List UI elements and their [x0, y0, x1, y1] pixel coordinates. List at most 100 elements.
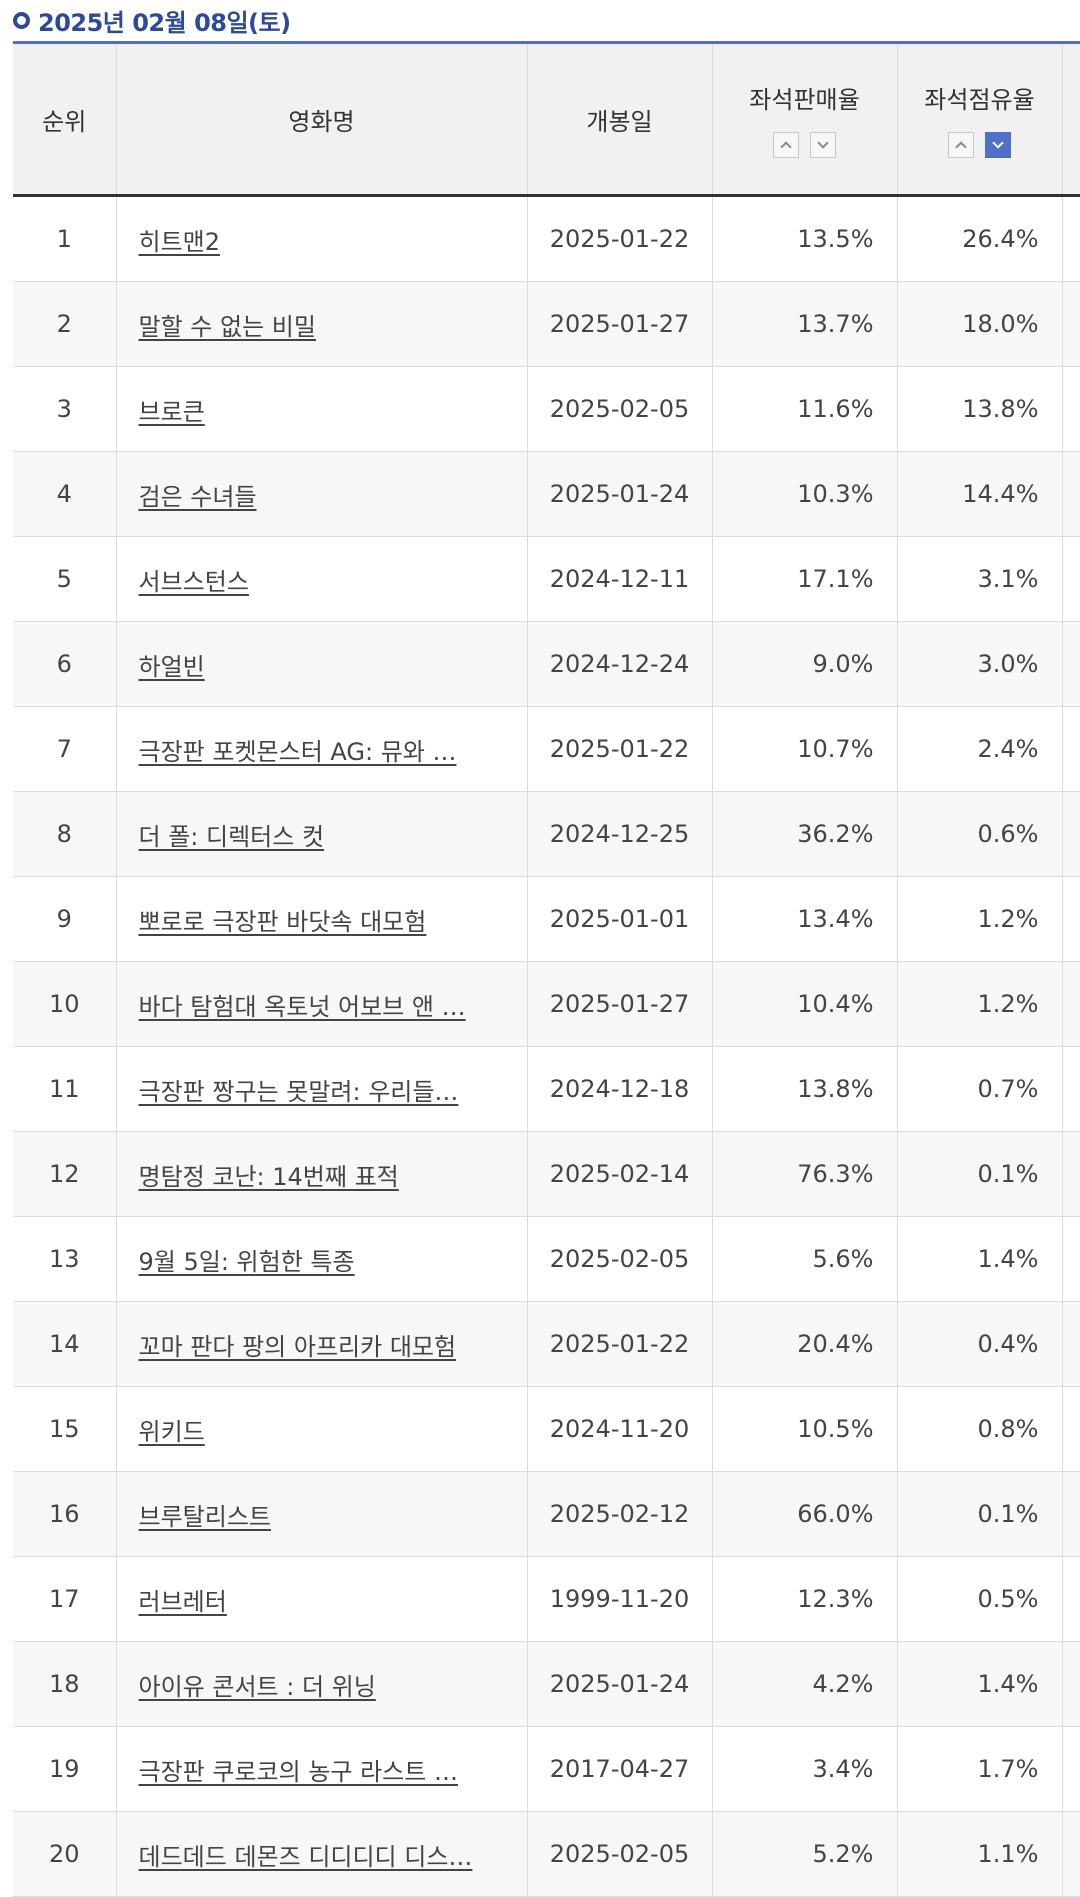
- movie-title-link[interactable]: 데드데드 데몬즈 디디디디 디스…: [138, 1842, 473, 1871]
- date-title: 2025년 02월 08일(토): [38, 8, 291, 37]
- table-row: 15 위키드 2024-11-20 10.5% 0.8%: [13, 1386, 1080, 1472]
- open-date-cell: 2025-01-22: [527, 1301, 713, 1387]
- movie-title-link[interactable]: 더 폴: 디렉터스 컷: [138, 822, 325, 851]
- column-header-extra: [1062, 44, 1080, 197]
- extra-cell: [1062, 281, 1080, 367]
- movie-title-link[interactable]: 극장판 짱구는 못말려: 우리들…: [138, 1077, 459, 1106]
- movie-title-link[interactable]: 브루탈리스트: [138, 1502, 271, 1531]
- extra-cell: [1062, 791, 1080, 877]
- seat-share-cell: 0.6%: [897, 791, 1063, 877]
- movie-title-link[interactable]: 검은 수녀들: [138, 482, 257, 511]
- seat-share-cell: 3.1%: [897, 536, 1063, 622]
- title-cell: 더 폴: 디렉터스 컷: [116, 791, 528, 877]
- table-row: 7 극장판 포켓몬스터 AG: 뮤와 … 2025-01-22 10.7% 2.4%: [13, 706, 1080, 792]
- movie-title-link[interactable]: 아이유 콘서트 : 더 위닝: [138, 1672, 376, 1701]
- seat-share-cell: 13.8%: [897, 366, 1063, 452]
- seat-share-cell: 3.0%: [897, 621, 1063, 707]
- sort-seat-sales-desc-button[interactable]: [810, 132, 836, 158]
- movie-title-link[interactable]: 브로큰: [138, 397, 205, 426]
- table-row: 6 하얼빈 2024-12-24 9.0% 3.0%: [13, 621, 1080, 707]
- seat-share-cell: 1.2%: [897, 961, 1063, 1047]
- title-cell: 뽀로로 극장판 바닷속 대모험: [116, 876, 528, 962]
- movie-title-link[interactable]: 러브레터: [138, 1587, 227, 1616]
- seat-share-cell: 0.8%: [897, 1386, 1063, 1472]
- title-cell: 히트맨2: [116, 195, 528, 282]
- seat-sales-cell: 13.5%: [712, 195, 898, 282]
- title-cell: 꼬마 판다 팡의 아프리카 대모험: [116, 1301, 528, 1387]
- open-date-cell: 2024-12-24: [527, 621, 713, 707]
- table-row: 9 뽀로로 극장판 바닷속 대모험 2025-01-01 13.4% 1.2%: [13, 876, 1080, 962]
- movie-title-link[interactable]: 히트맨2: [138, 227, 221, 256]
- extra-cell: [1062, 536, 1080, 622]
- table-row: 12 명탐정 코난: 14번째 표적 2025-02-14 76.3% 0.1%: [13, 1131, 1080, 1217]
- open-date-cell: 2017-04-27: [527, 1726, 713, 1812]
- title-cell: 하얼빈: [116, 621, 528, 707]
- title-cell: 러브레터: [116, 1556, 528, 1642]
- rank-cell: 1: [13, 195, 117, 282]
- movie-title-link[interactable]: 9월 5일: 위험한 특종: [138, 1247, 355, 1276]
- extra-cell: [1062, 1216, 1080, 1302]
- movie-title-link[interactable]: 극장판 쿠로코의 농구 라스트 …: [138, 1757, 458, 1786]
- open-date-cell: 2024-12-25: [527, 791, 713, 877]
- table-row: 13 9월 5일: 위험한 특종 2025-02-05 5.6% 1.4%: [13, 1216, 1080, 1302]
- open-date-cell: 2025-02-12: [527, 1471, 713, 1557]
- open-date-cell: 1999-11-20: [527, 1556, 713, 1642]
- table-row: 14 꼬마 판다 팡의 아프리카 대모험 2025-01-22 20.4% 0.4%: [13, 1301, 1080, 1387]
- movie-title-link[interactable]: 명탐정 코난: 14번째 표적: [138, 1162, 399, 1191]
- sort-seat-share-asc-button[interactable]: [948, 132, 974, 158]
- seat-share-cell: 0.4%: [897, 1301, 1063, 1387]
- open-date-cell: 2025-02-05: [527, 1811, 713, 1897]
- open-date-cell: 2024-12-11: [527, 536, 713, 622]
- seat-share-cell: 1.4%: [897, 1216, 1063, 1302]
- extra-cell: [1062, 706, 1080, 792]
- seat-sales-cell: 36.2%: [712, 791, 898, 877]
- seat-share-cell: 1.2%: [897, 876, 1063, 962]
- extra-cell: [1062, 1386, 1080, 1472]
- column-header-title: 영화명: [116, 44, 528, 197]
- rank-cell: 20: [13, 1811, 117, 1897]
- seat-sales-cell: 12.3%: [712, 1556, 898, 1642]
- rank-cell: 15: [13, 1386, 117, 1472]
- movie-title-link[interactable]: 뽀로로 극장판 바닷속 대모험: [138, 907, 427, 936]
- chevron-down-icon: [992, 137, 1004, 149]
- table-row: 8 더 폴: 디렉터스 컷 2024-12-25 36.2% 0.6%: [13, 791, 1080, 877]
- sort-seat-share-desc-button[interactable]: [985, 132, 1011, 158]
- rank-cell: 10: [13, 961, 117, 1047]
- movie-title-link[interactable]: 서브스턴스: [138, 567, 249, 596]
- movie-title-link[interactable]: 말할 수 없는 비밀: [138, 312, 316, 341]
- table-body: 1 히트맨2 2025-01-22 13.5% 26.4% 2 말할 수 없는 비밀 202…: [13, 195, 1080, 1897]
- seat-share-cell: 26.4%: [897, 195, 1063, 282]
- chevron-up-icon: [780, 141, 792, 153]
- boxoffice-table: 순위 영화명 개봉일 좌석판매율 좌석점유율: [13, 44, 1080, 1897]
- sort-seat-sales-asc-button[interactable]: [773, 132, 799, 158]
- seat-share-cell: 18.0%: [897, 281, 1063, 367]
- title-cell: 바다 탐험대 옥토넛 어보브 앤 …: [116, 961, 528, 1047]
- seat-sales-cell: 13.7%: [712, 281, 898, 367]
- column-header-seat-share: 좌석점유율: [897, 44, 1063, 197]
- extra-cell: [1062, 1726, 1080, 1812]
- movie-title-link[interactable]: 하얼빈: [138, 652, 205, 681]
- seat-share-cell: 1.7%: [897, 1726, 1063, 1812]
- seat-sales-cell: 17.1%: [712, 536, 898, 622]
- movie-title-link[interactable]: 바다 탐험대 옥토넛 어보브 앤 …: [138, 992, 466, 1021]
- movie-title-link[interactable]: 극장판 포켓몬스터 AG: 뮤와 …: [138, 737, 457, 766]
- table-row: 19 극장판 쿠로코의 농구 라스트 … 2017-04-27 3.4% 1.7%: [13, 1726, 1080, 1812]
- rank-cell: 19: [13, 1726, 117, 1812]
- seat-sales-cell: 13.8%: [712, 1046, 898, 1132]
- title-cell: 검은 수녀들: [116, 451, 528, 537]
- column-header-seat-sales: 좌석판매율: [712, 44, 898, 197]
- title-cell: 극장판 포켓몬스터 AG: 뮤와 …: [116, 706, 528, 792]
- rank-cell: 11: [13, 1046, 117, 1132]
- rank-cell: 9: [13, 876, 117, 962]
- seat-sales-cell: 4.2%: [712, 1641, 898, 1727]
- extra-cell: [1062, 195, 1080, 282]
- movie-title-link[interactable]: 꼬마 판다 팡의 아프리카 대모험: [138, 1332, 457, 1361]
- title-cell: 브루탈리스트: [116, 1471, 528, 1557]
- rank-cell: 12: [13, 1131, 117, 1217]
- open-date-cell: 2025-02-05: [527, 1216, 713, 1302]
- title-cell: 아이유 콘서트 : 더 위닝: [116, 1641, 528, 1727]
- extra-cell: [1062, 366, 1080, 452]
- seat-sales-cell: 76.3%: [712, 1131, 898, 1217]
- movie-title-link[interactable]: 위키드: [138, 1417, 205, 1446]
- open-date-cell: 2025-02-14: [527, 1131, 713, 1217]
